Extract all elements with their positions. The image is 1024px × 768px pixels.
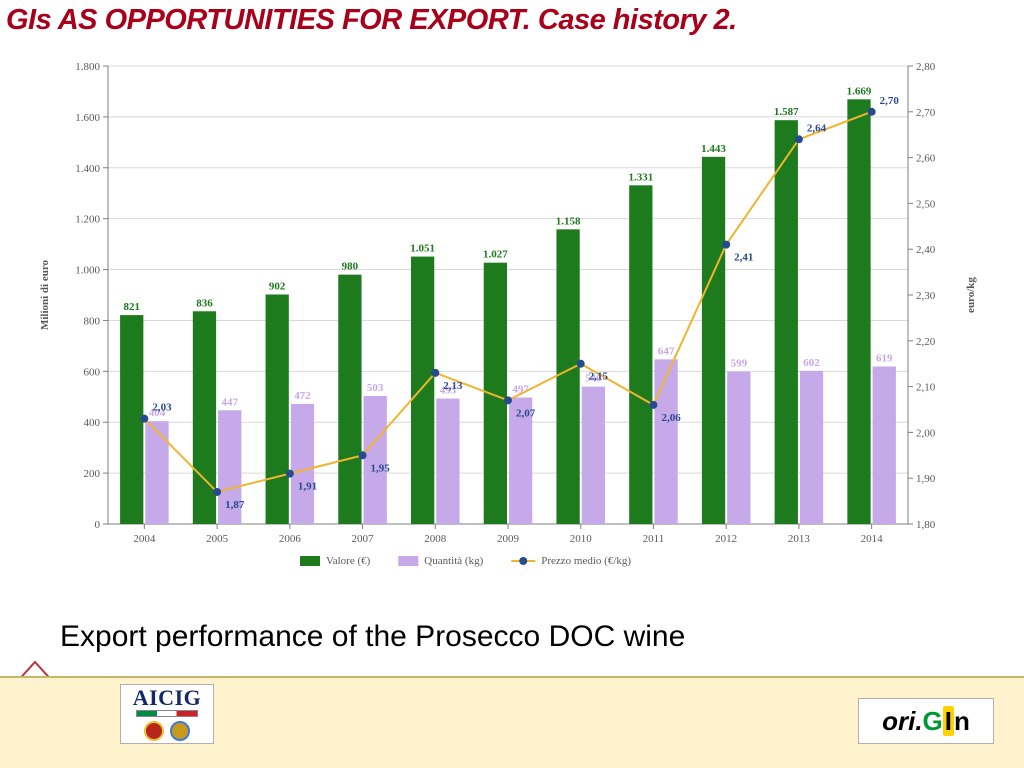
svg-text:2,03: 2,03 <box>152 402 172 414</box>
slide-title: GIs AS OPPORTUNITIES FOR EXPORT. Case hi… <box>6 4 1018 37</box>
svg-text:2,60: 2,60 <box>916 153 936 165</box>
svg-text:1,95: 1,95 <box>371 462 391 474</box>
svg-text:503: 503 <box>367 382 384 394</box>
aicig-badge-red <box>144 721 164 741</box>
svg-text:2011: 2011 <box>643 533 665 545</box>
svg-text:2,64: 2,64 <box>807 122 827 134</box>
svg-text:2013: 2013 <box>788 533 811 545</box>
svg-text:2,40: 2,40 <box>916 244 936 256</box>
svg-text:647: 647 <box>658 345 675 357</box>
svg-text:1.000: 1.000 <box>75 265 100 277</box>
svg-text:2,06: 2,06 <box>661 412 681 424</box>
aicig-logo-text: AICIG <box>121 687 213 709</box>
svg-text:2,70: 2,70 <box>880 95 900 107</box>
svg-text:400: 400 <box>84 417 101 429</box>
svg-text:1,91: 1,91 <box>298 481 317 493</box>
svg-text:1.443: 1.443 <box>701 143 726 155</box>
svg-text:2,80: 2,80 <box>916 61 936 73</box>
svg-text:602: 602 <box>803 357 820 369</box>
svg-text:2009: 2009 <box>497 533 520 545</box>
svg-text:836: 836 <box>196 297 213 309</box>
svg-text:Milioni di euro: Milioni di euro <box>39 259 51 330</box>
svg-text:1.051: 1.051 <box>410 243 435 255</box>
svg-text:821: 821 <box>123 301 139 313</box>
svg-text:1,80: 1,80 <box>916 519 936 531</box>
svg-text:980: 980 <box>342 261 359 273</box>
svg-text:1.158: 1.158 <box>556 215 581 227</box>
svg-text:200: 200 <box>84 468 101 480</box>
svg-text:472: 472 <box>294 390 311 402</box>
svg-text:2,50: 2,50 <box>916 198 936 210</box>
svg-text:902: 902 <box>269 280 286 292</box>
svg-text:1.027: 1.027 <box>483 249 508 261</box>
svg-text:Prezzo medio (€/kg): Prezzo medio (€/kg) <box>541 555 631 567</box>
svg-text:1.200: 1.200 <box>75 214 100 226</box>
svg-text:800: 800 <box>84 315 101 327</box>
svg-text:2006: 2006 <box>279 533 302 545</box>
aicig-badge-yellow <box>170 721 190 741</box>
aicig-logo: AICIG <box>120 684 214 744</box>
svg-text:2012: 2012 <box>715 533 737 545</box>
svg-text:1.800: 1.800 <box>75 61 100 73</box>
svg-text:euro/kg: euro/kg <box>965 277 977 313</box>
svg-text:619: 619 <box>876 352 893 364</box>
svg-text:1.669: 1.669 <box>847 85 872 97</box>
svg-text:2,41: 2,41 <box>734 252 753 264</box>
svg-text:2,00: 2,00 <box>916 427 936 439</box>
svg-text:599: 599 <box>731 358 748 370</box>
svg-text:2007: 2007 <box>352 533 375 545</box>
svg-text:2,20: 2,20 <box>916 336 936 348</box>
svg-text:2014: 2014 <box>861 533 884 545</box>
export-chart: 0 200 400 600 800 1.000 1.200 1.400 1.600 1.800 1,… <box>30 54 990 594</box>
svg-text:2,10: 2,10 <box>916 382 936 394</box>
svg-text:2010: 2010 <box>570 533 593 545</box>
slide-subtitle: Export performance of the Prosecco DOC w… <box>60 620 685 654</box>
svg-text:2,70: 2,70 <box>916 107 936 119</box>
svg-text:Quantità (kg): Quantità (kg) <box>424 555 483 567</box>
svg-text:0: 0 <box>95 519 101 531</box>
origin-logo: ori.GIn <box>858 698 994 744</box>
svg-text:2,13: 2,13 <box>443 380 463 392</box>
svg-text:1.587: 1.587 <box>774 106 799 118</box>
svg-text:1.331: 1.331 <box>628 171 653 183</box>
svg-text:1.400: 1.400 <box>75 163 100 175</box>
svg-text:2004: 2004 <box>133 533 156 545</box>
svg-text:1.600: 1.600 <box>75 112 100 124</box>
svg-text:600: 600 <box>84 366 101 378</box>
svg-text:2,07: 2,07 <box>516 407 536 419</box>
svg-text:1,87: 1,87 <box>225 499 245 511</box>
aicig-flag-bar <box>136 710 198 717</box>
svg-text:447: 447 <box>221 396 238 408</box>
svg-text:2008: 2008 <box>424 533 447 545</box>
svg-text:2005: 2005 <box>206 533 229 545</box>
svg-text:2,30: 2,30 <box>916 290 936 302</box>
svg-text:2,15: 2,15 <box>589 371 609 383</box>
svg-text:1,90: 1,90 <box>916 473 936 485</box>
svg-text:Valore (€): Valore (€) <box>326 555 371 567</box>
